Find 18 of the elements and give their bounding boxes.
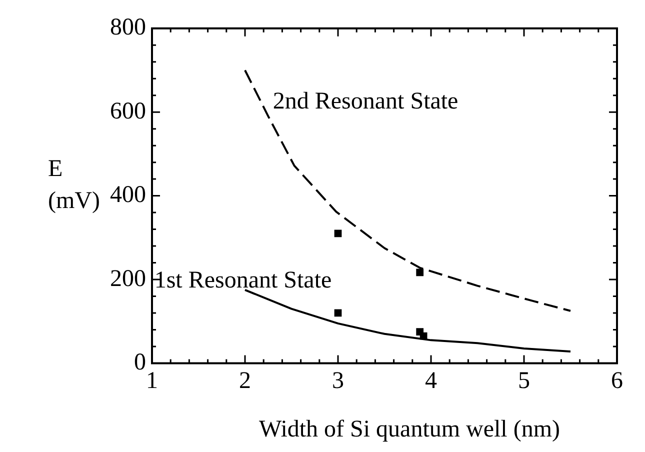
point [334, 309, 342, 317]
y-tick-label: 200 [110, 266, 146, 292]
annotation: 1st Resonant State [154, 267, 332, 294]
x-tick-label: 3 [332, 368, 344, 394]
x-tick-label: 5 [518, 368, 530, 394]
point [416, 268, 424, 276]
x-axis-title: Width of Si quantum well (nm) [259, 416, 560, 442]
x-tick-label: 6 [611, 368, 623, 394]
y-tick-label: 0 [134, 349, 146, 376]
y-tick-label: 400 [110, 182, 146, 208]
x-tick-label: 4 [425, 368, 437, 394]
y-axis-title: E (mV) [48, 156, 100, 214]
y-tick-label: 800 [110, 14, 146, 41]
point [334, 230, 342, 238]
x-tick-label: 1 [146, 368, 158, 394]
x-tick-label: 2 [239, 368, 251, 394]
y-tick-label: 600 [110, 98, 146, 124]
annotation: 2nd Resonant State [272, 88, 458, 114]
